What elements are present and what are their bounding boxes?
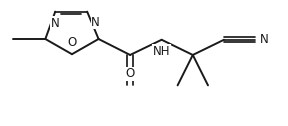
Text: N: N [91,16,100,29]
Text: N: N [51,17,60,30]
Text: N: N [260,33,269,46]
Text: O: O [67,36,77,49]
Text: NH: NH [153,45,170,58]
Text: O: O [126,67,135,80]
